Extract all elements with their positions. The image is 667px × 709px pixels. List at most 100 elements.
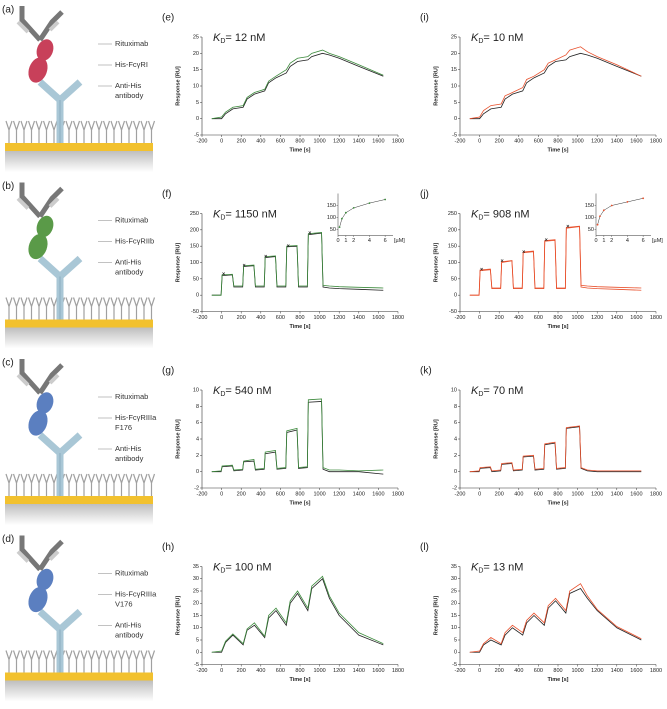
substrate <box>5 326 153 349</box>
x-tick-label: 1400 <box>611 668 623 674</box>
x-tick-label: 200 <box>495 315 504 321</box>
receptor <box>36 215 54 238</box>
x-tick-label: 600 <box>276 491 285 497</box>
sensorgram-line <box>211 232 384 296</box>
x-tick-label: -200 <box>454 315 465 321</box>
inset-x-tick-label: 1 <box>602 238 605 244</box>
x-tick-label: 1200 <box>333 315 345 321</box>
schematic-label: antibody <box>115 630 144 639</box>
y-tick-label: 0 <box>454 650 457 656</box>
schematic-label: Rituximab <box>115 215 148 224</box>
substrate <box>5 679 153 702</box>
y-tick-label: 6 <box>196 420 199 426</box>
y-tick-label: -50 <box>191 309 199 315</box>
surface-antibody <box>65 120 73 143</box>
surface-antibody <box>20 297 28 320</box>
y-tick-label: 4 <box>196 436 199 442</box>
x-tick-label: 1600 <box>630 668 642 674</box>
surface-antibody <box>147 297 156 320</box>
kd-annotation: KD= 1150 nM <box>213 208 277 221</box>
surface-antibody <box>87 650 96 673</box>
x-tick-label: 1800 <box>392 491 404 497</box>
surface-antibody <box>132 297 141 320</box>
y-axis-title: Response [RU] <box>175 66 181 106</box>
surface-antibody <box>27 120 36 143</box>
y-tick-label: 15 <box>451 613 457 619</box>
inset-point <box>642 197 645 200</box>
schematic-label: Anti-His <box>115 444 142 453</box>
x-tick-label: 1600 <box>630 315 642 321</box>
rituximab <box>19 182 64 219</box>
x-tick-label: 1000 <box>571 315 583 321</box>
kd-subscript: D <box>220 391 225 398</box>
sensorgram-line <box>211 49 384 120</box>
x-tick-label: 1000 <box>313 138 325 144</box>
x-tick-label: 1400 <box>353 315 365 321</box>
surface-antibody <box>42 650 51 673</box>
kd-value: = 13 nM <box>483 561 523 573</box>
surface-antibody <box>147 473 156 496</box>
surface-antibody <box>102 120 111 143</box>
rituximab-light <box>16 20 60 34</box>
y-tick-label: 25 <box>451 34 457 40</box>
inset-y-tick-label: 100 <box>585 215 594 221</box>
kd-annotation: KD= 540 nM <box>213 385 272 398</box>
x-tick-label: 1600 <box>372 315 384 321</box>
kd-annotation: KD= 12 nM <box>213 32 265 45</box>
surface-antibody <box>95 297 103 320</box>
x-tick-label: 200 <box>237 668 246 674</box>
y-tick-label: 100 <box>448 260 457 266</box>
y-tick-label: 15 <box>193 67 199 73</box>
rituximab <box>19 6 64 42</box>
y-tick-label: 250 <box>448 211 457 217</box>
y-axis-title: Response [RU] <box>433 243 439 283</box>
equilibrium-marker: × <box>522 249 525 255</box>
y-tick-label: 250 <box>190 211 199 217</box>
kd-subscript: D <box>220 38 225 45</box>
gold-layer <box>5 672 153 681</box>
schematic-label: antibody <box>115 454 144 463</box>
inset-point <box>602 209 605 212</box>
y-axis-title: Response [RU] <box>433 66 439 106</box>
kd-subscript: D <box>478 567 483 574</box>
surface-antibody <box>110 297 118 320</box>
x-tick-label: 0 <box>220 138 223 144</box>
panel-label: (j) <box>420 189 429 200</box>
x-tick-label: 800 <box>553 315 562 321</box>
y-tick-label: 4 <box>454 436 457 442</box>
schematic-label: His-FcγRIIIa <box>115 413 157 422</box>
kd-subscript: D <box>478 391 483 398</box>
kd-symbol: K <box>213 561 221 573</box>
x-tick-label: -200 <box>196 315 207 321</box>
x-tick-label: 1200 <box>333 138 345 144</box>
surface-antibody <box>72 650 81 673</box>
x-tick-label: 1200 <box>591 138 603 144</box>
y-tick-label: 5 <box>454 637 457 643</box>
panel-label: (b) <box>2 181 14 192</box>
x-tick-label: 400 <box>256 315 265 321</box>
surface-antibody <box>140 473 148 496</box>
x-tick-label: 1800 <box>392 138 404 144</box>
y-tick-label: 20 <box>451 601 457 607</box>
surface-antibody <box>95 650 103 673</box>
inset-point <box>352 207 355 209</box>
x-tick-label: -200 <box>454 491 465 497</box>
surface-antibody <box>80 650 88 673</box>
equilibrium-marker: × <box>243 263 246 269</box>
y-tick-label: 10 <box>193 83 199 89</box>
rituximab-light <box>16 373 60 387</box>
kd-value: = 10 nM <box>483 32 523 44</box>
surface-antibody <box>42 473 51 496</box>
x-axis-title: Time [s] <box>290 500 311 506</box>
receptor <box>28 586 48 613</box>
x-tick-label: 1800 <box>650 315 662 321</box>
sensorgram-line <box>211 232 384 296</box>
inset-fit-line <box>339 199 386 228</box>
surface-antibody <box>12 473 21 496</box>
y-tick-label: 10 <box>451 625 457 631</box>
surface-antibody <box>42 120 51 143</box>
panel-label: (e) <box>162 13 174 24</box>
x-tick-label: 1800 <box>650 668 662 674</box>
surface-antibody <box>12 650 21 673</box>
kd-value: = 540 nM <box>225 385 271 397</box>
